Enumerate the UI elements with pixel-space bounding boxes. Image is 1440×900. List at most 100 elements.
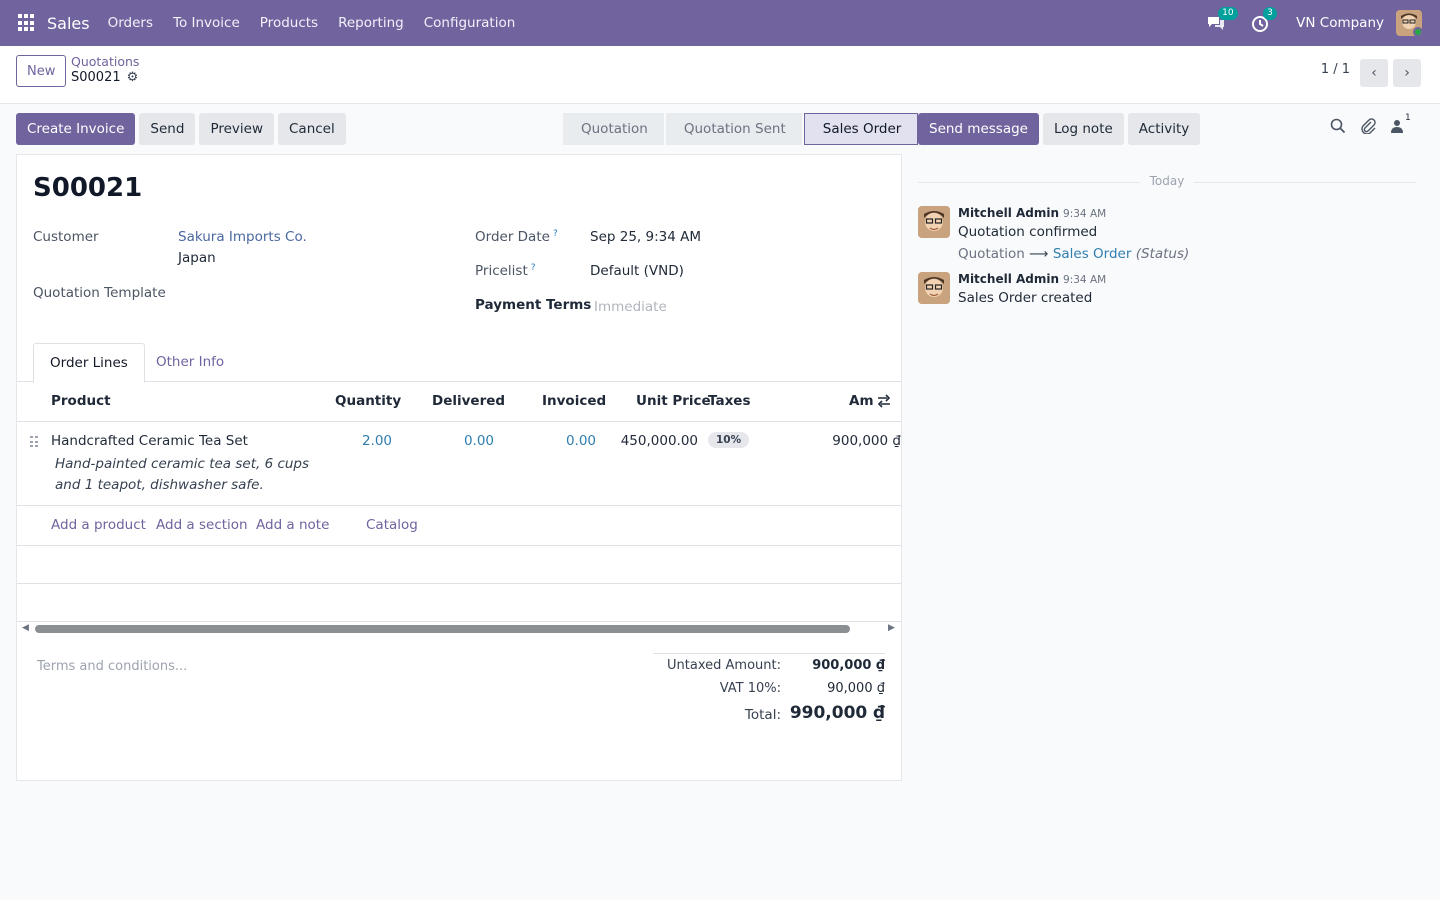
line-quantity[interactable]: 2.00 bbox=[361, 433, 392, 449]
avatar[interactable] bbox=[918, 272, 950, 304]
message-body: Quotation confirmed bbox=[958, 224, 1098, 240]
payment-terms-field[interactable]: Immediate bbox=[594, 299, 667, 315]
col-unit-price[interactable]: Unit Price bbox=[636, 393, 711, 409]
pricelist-help-icon[interactable]: ? bbox=[530, 263, 536, 273]
messages-button[interactable]: 10 bbox=[1206, 7, 1238, 33]
quotation-template-label: Quotation Template bbox=[33, 285, 166, 301]
horizontal-scrollbar[interactable]: ◀ ▶ bbox=[17, 622, 901, 636]
order-lines-header: Product Quantity Delivered Invoiced Unit… bbox=[17, 382, 901, 422]
send-button[interactable]: Send bbox=[139, 113, 196, 145]
customer-label: Customer bbox=[33, 229, 99, 245]
status-bar: Quotation Quotation Sent Sales Order bbox=[563, 113, 920, 145]
catalog-link[interactable]: Catalog bbox=[366, 517, 418, 533]
col-amount[interactable]: Am bbox=[849, 393, 874, 409]
date-separator-label: Today bbox=[1149, 174, 1185, 188]
cancel-button[interactable]: Cancel bbox=[278, 113, 346, 145]
paperclip-icon[interactable] bbox=[1360, 118, 1376, 138]
menu-reporting[interactable]: Reporting bbox=[338, 15, 404, 31]
chevron-left-icon: ‹ bbox=[1371, 65, 1377, 81]
customer-country: Japan bbox=[178, 250, 216, 266]
scrollbar-thumb[interactable] bbox=[35, 625, 850, 633]
user-icon bbox=[1391, 120, 1403, 133]
followers-button[interactable]: 1 bbox=[1390, 113, 1411, 137]
breadcrumb-current: S00021 ⚙ bbox=[71, 70, 138, 85]
message-time: 9:34 AM bbox=[1063, 274, 1107, 286]
message-body: Sales Order created bbox=[958, 290, 1093, 306]
order-date-label: Order Date? bbox=[475, 229, 558, 245]
line-description[interactable]: Hand-painted ceramic tea set, 6 cups and… bbox=[55, 456, 310, 493]
optional-columns-icon[interactable] bbox=[877, 394, 891, 412]
order-date-field[interactable]: Sep 25, 9:34 AM bbox=[590, 229, 701, 245]
avatar[interactable] bbox=[918, 206, 950, 238]
control-panel: New Quotations S00021 ⚙ 1 / 1 ‹ › bbox=[0, 46, 1440, 104]
col-delivered[interactable]: Delivered bbox=[432, 393, 506, 409]
col-product[interactable]: Product bbox=[51, 393, 111, 409]
message-author[interactable]: Mitchell Admin 9:34 AM bbox=[958, 272, 1107, 286]
notebook-tabs: Order Lines Other Info bbox=[17, 343, 901, 383]
line-delivered[interactable]: 0.00 bbox=[463, 433, 494, 449]
menu-orders[interactable]: Orders bbox=[107, 15, 153, 31]
date-separator: Today bbox=[918, 174, 1416, 190]
col-invoiced[interactable]: Invoiced bbox=[542, 393, 607, 409]
menu-products[interactable]: Products bbox=[259, 15, 319, 31]
customer-field[interactable]: Sakura Imports Co. bbox=[178, 229, 307, 245]
line-invoiced[interactable]: 0.00 bbox=[565, 433, 596, 449]
apps-grid-icon[interactable] bbox=[18, 14, 36, 32]
breadcrumb-quotations[interactable]: Quotations bbox=[71, 54, 140, 69]
user-avatar[interactable] bbox=[1396, 10, 1422, 36]
tab-other-info[interactable]: Other Info bbox=[156, 354, 225, 370]
menu-to-invoice[interactable]: To Invoice bbox=[173, 15, 240, 31]
total-value: 990,000 ₫ bbox=[789, 703, 885, 723]
line-unit-price[interactable]: 450,000.00 bbox=[620, 433, 698, 449]
gear-icon[interactable]: ⚙ bbox=[126, 70, 139, 85]
user-avatar-icon bbox=[918, 206, 950, 238]
preview-button[interactable]: Preview bbox=[199, 113, 274, 145]
activities-badge: 3 bbox=[1263, 7, 1277, 20]
stage-sales-order[interactable]: Sales Order bbox=[803, 113, 919, 145]
clock-icon bbox=[1252, 16, 1269, 32]
add-note-link[interactable]: Add a note bbox=[256, 517, 330, 533]
add-section-link[interactable]: Add a section bbox=[156, 517, 248, 533]
activity-button[interactable]: Activity bbox=[1127, 113, 1201, 145]
sliders-icon bbox=[877, 394, 891, 408]
scroll-right-icon[interactable]: ▶ bbox=[888, 623, 895, 633]
pager-previous-button[interactable]: ‹ bbox=[1360, 59, 1388, 87]
tracking-value: Quotation ⟶ Sales Order (Status) bbox=[958, 246, 1190, 262]
log-note-button[interactable]: Log note bbox=[1042, 113, 1124, 145]
pager-value[interactable]: 1 / 1 bbox=[1320, 62, 1350, 77]
stage-quotation[interactable]: Quotation bbox=[563, 113, 664, 145]
col-quantity[interactable]: Quantity bbox=[335, 393, 402, 409]
send-message-button[interactable]: Send message bbox=[918, 113, 1039, 145]
company-switcher[interactable]: VN Company bbox=[1296, 15, 1384, 31]
pricelist-field[interactable]: Default (VND) bbox=[590, 263, 684, 279]
empty-row bbox=[17, 584, 901, 622]
table-row[interactable]: Handcrafted Ceramic Tea Set Hand-painted… bbox=[17, 422, 901, 506]
order-date-help-icon[interactable]: ? bbox=[552, 229, 558, 239]
vat-label: VAT 10%: bbox=[719, 681, 781, 696]
create-invoice-button[interactable]: Create Invoice bbox=[16, 113, 136, 145]
form-sheet: S00021 Customer Sakura Imports Co. Japan… bbox=[16, 154, 902, 781]
pager-next-button[interactable]: › bbox=[1393, 59, 1421, 87]
app-name[interactable]: Sales bbox=[47, 13, 90, 33]
search-icon[interactable] bbox=[1330, 118, 1346, 138]
terms-input[interactable]: Terms and conditions... bbox=[37, 659, 188, 674]
breadcrumb-current-label: S00021 bbox=[71, 70, 121, 85]
add-product-link[interactable]: Add a product bbox=[51, 517, 146, 533]
tab-order-lines[interactable]: Order Lines bbox=[33, 343, 145, 383]
line-amount: 900,000 ₫ bbox=[832, 433, 901, 449]
scroll-left-icon[interactable]: ◀ bbox=[22, 623, 29, 633]
new-button[interactable]: New bbox=[16, 55, 67, 87]
menu-configuration[interactable]: Configuration bbox=[423, 15, 516, 31]
followers-count: 1 bbox=[1405, 113, 1411, 123]
col-taxes[interactable]: Taxes bbox=[708, 393, 751, 409]
message-author[interactable]: Mitchell Admin 9:34 AM bbox=[958, 206, 1107, 220]
activities-button[interactable]: 3 bbox=[1251, 7, 1277, 33]
line-tax-badge[interactable]: 10% bbox=[708, 432, 750, 448]
drag-handle-icon[interactable] bbox=[30, 436, 38, 448]
chevron-right-icon: › bbox=[1404, 65, 1410, 81]
form-action-buttons: Create Invoice Send Preview Cancel bbox=[16, 113, 350, 145]
message-time: 9:34 AM bbox=[1063, 208, 1107, 220]
stage-quotation-sent[interactable]: Quotation Sent bbox=[665, 113, 802, 145]
totals-panel: Untaxed Amount: 900,000 ₫ VAT 10%: 90,00… bbox=[653, 653, 885, 723]
line-product[interactable]: Handcrafted Ceramic Tea Set bbox=[51, 433, 248, 449]
